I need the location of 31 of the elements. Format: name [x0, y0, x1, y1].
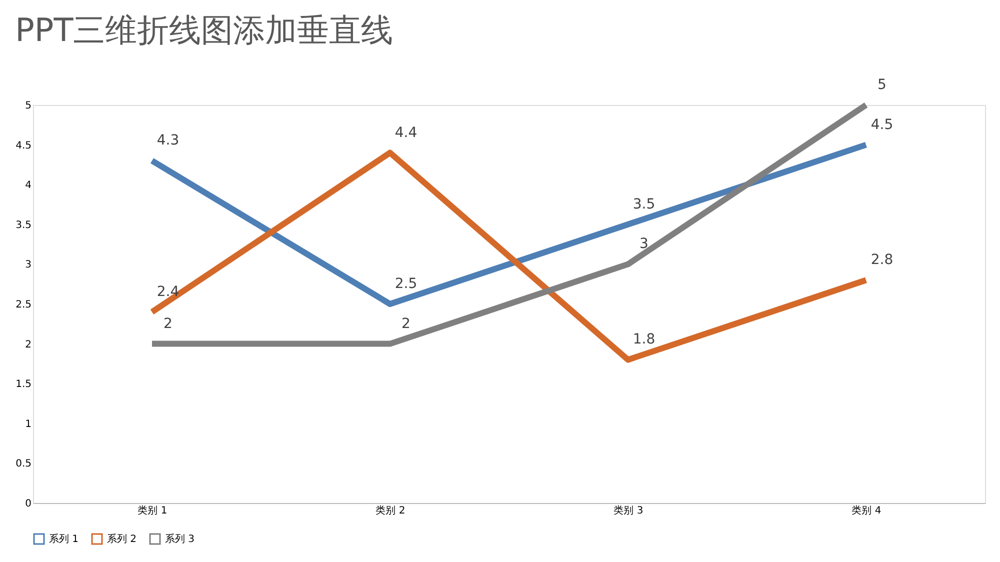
y-tick-label: 0.5 — [16, 458, 32, 470]
x-tick-label: 类别 2 — [376, 504, 406, 516]
y-tick-label: 4 — [25, 180, 32, 192]
data-label: 2 — [402, 316, 410, 332]
data-label: 4.4 — [394, 124, 418, 141]
data-label: 3 — [640, 236, 648, 252]
y-tick-label: 1 — [25, 418, 32, 430]
legend-label: 系列 1 — [49, 533, 79, 545]
y-tick-label: 2 — [25, 339, 32, 350]
data-label: 3.5 — [632, 196, 656, 212]
y-tick-label: 4.5 — [16, 140, 32, 152]
data-label: 1.8 — [632, 332, 656, 348]
legend-label: 系列 3 — [165, 533, 195, 545]
y-tick-label: 2.5 — [16, 300, 32, 310]
x-tick-label: 类别 4 — [852, 504, 882, 516]
data-label: 2.8 — [870, 252, 894, 268]
data-label: 2.4 — [156, 284, 180, 300]
data-label: 4.5 — [870, 116, 894, 133]
data-label: 2 — [164, 316, 172, 332]
data-label: 5 — [878, 77, 886, 93]
y-tick-label: 1.5 — [16, 379, 32, 390]
data-label: 2.5 — [394, 276, 418, 292]
y-tick-label: 3 — [25, 260, 32, 271]
y-tick-label: 3.5 — [16, 220, 32, 231]
x-tick-label: 类别 1 — [138, 504, 168, 516]
y-tick-label: 5 — [25, 100, 32, 112]
x-tick-label: 类别 3 — [614, 504, 644, 516]
legend-label: 系列 2 — [107, 533, 137, 545]
y-tick-label: 0 — [25, 498, 32, 510]
data-label: 4.3 — [156, 132, 180, 149]
chart-title: PPT三维折线图添加垂直线 — [15, 11, 394, 49]
